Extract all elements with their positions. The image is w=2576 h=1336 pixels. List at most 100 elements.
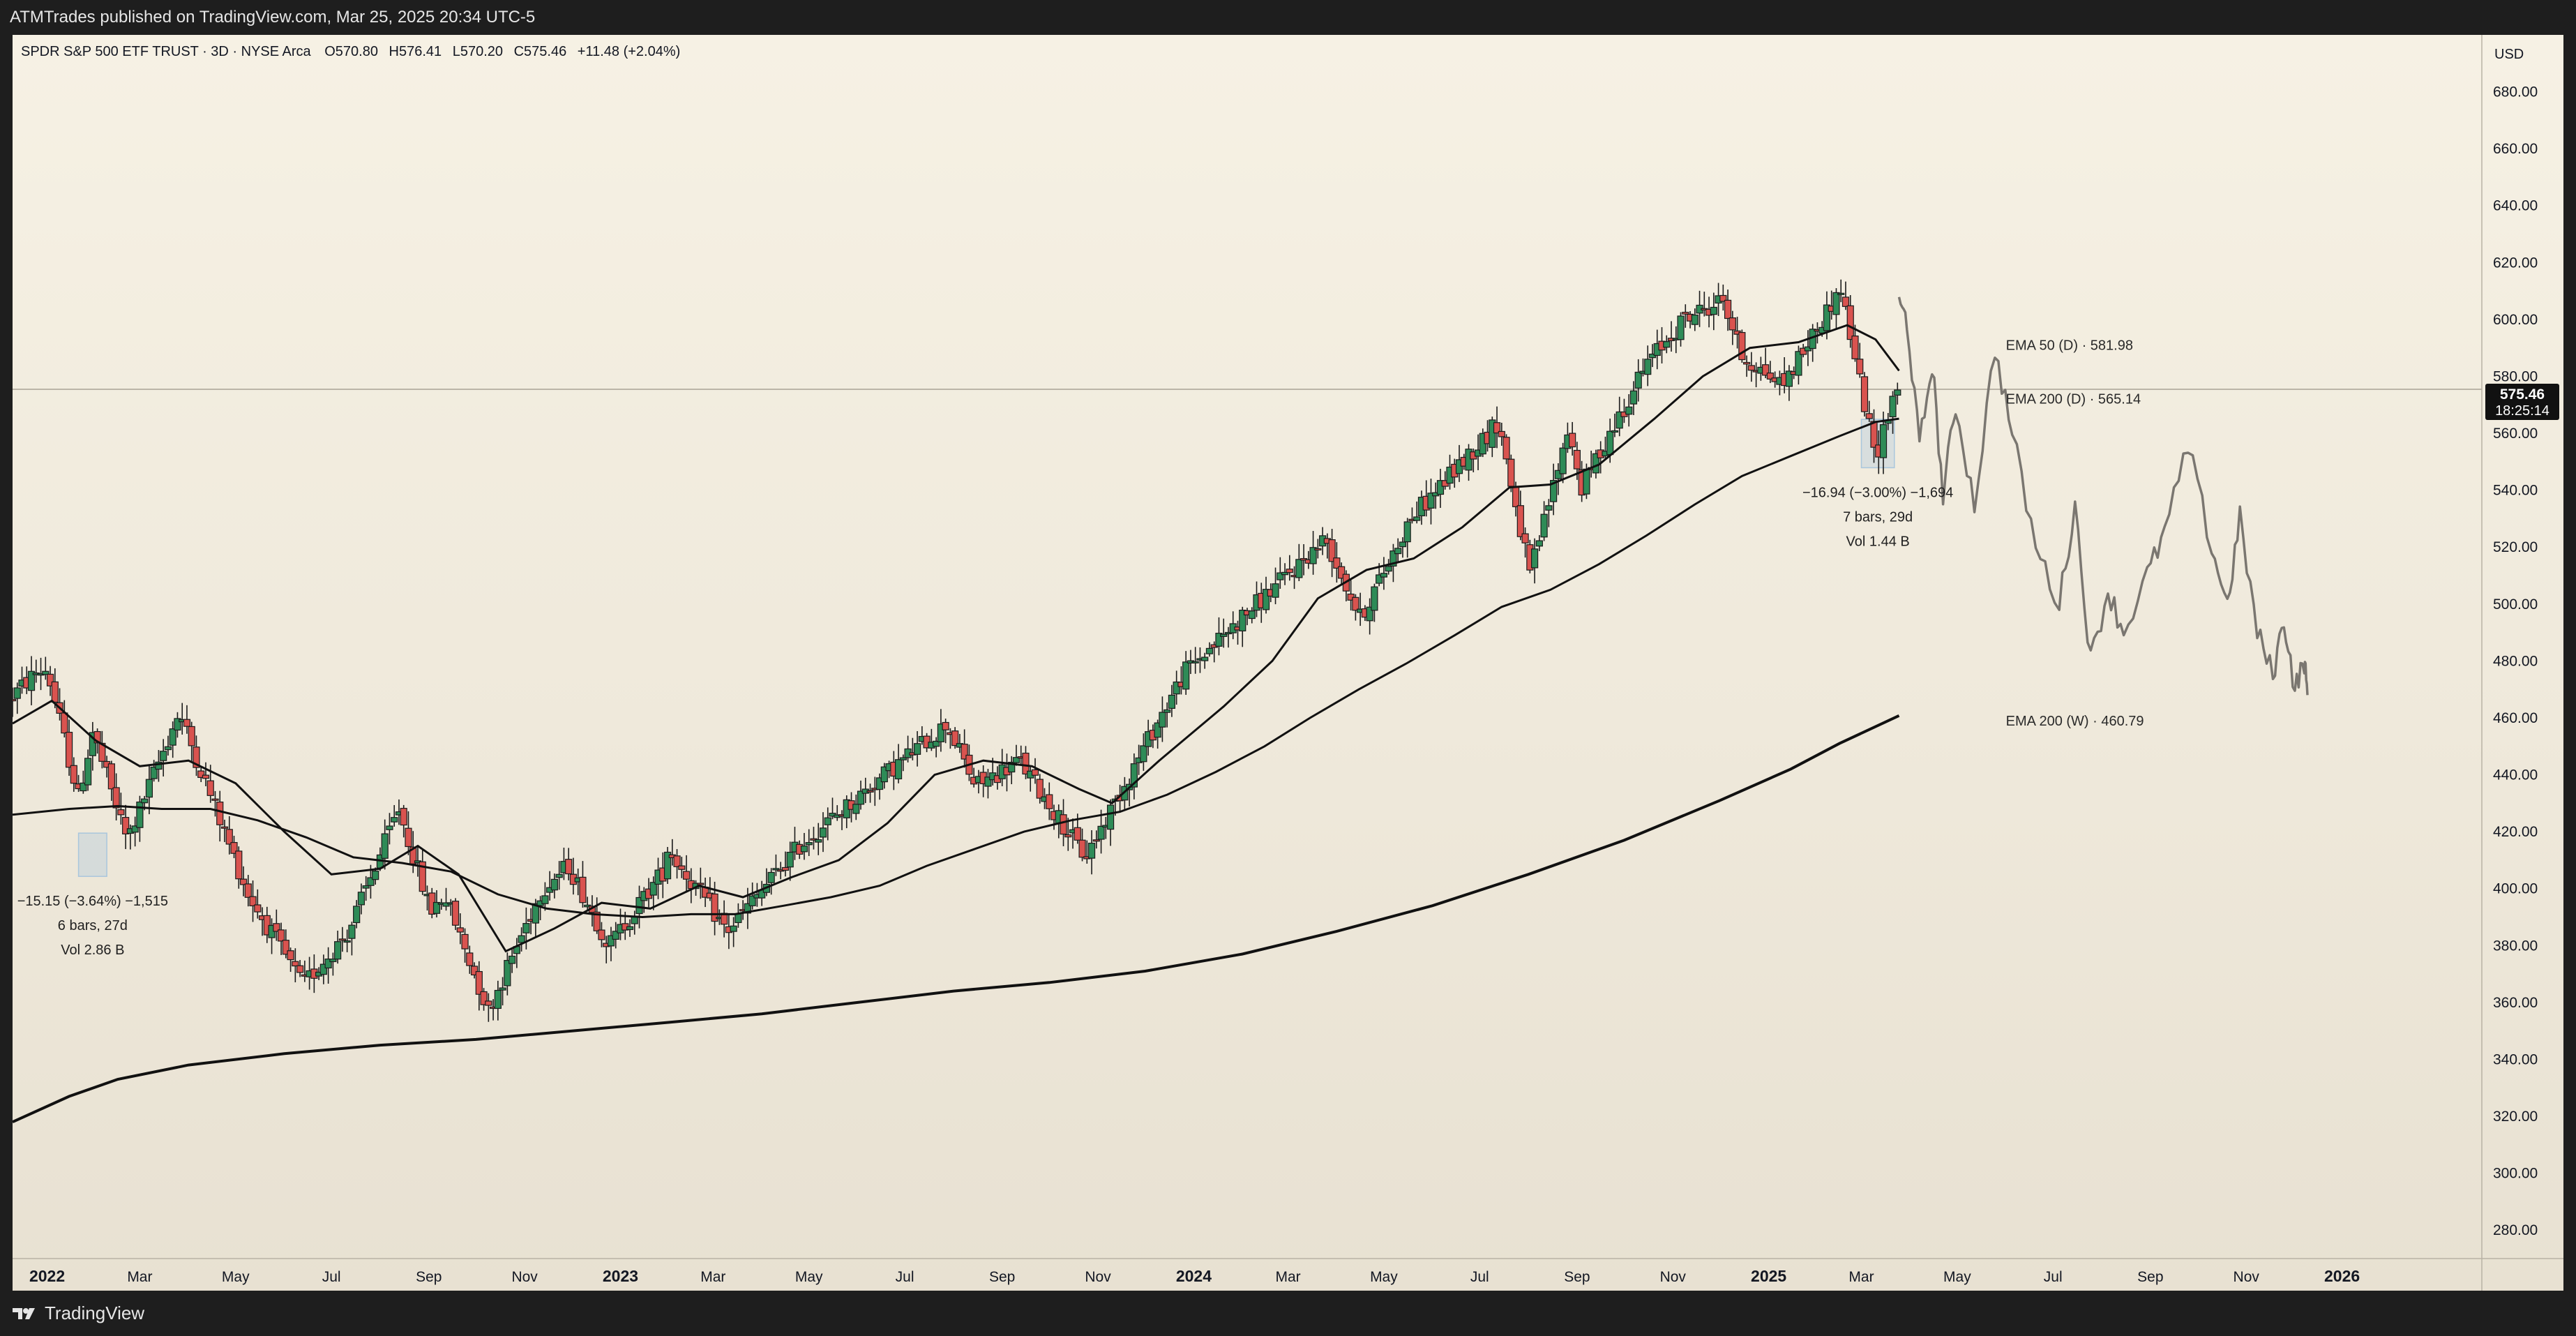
candle-up <box>1272 583 1279 598</box>
measure-box <box>1860 419 1895 469</box>
candle-down <box>1064 834 1072 838</box>
candle-up <box>150 766 158 779</box>
candle-down <box>682 871 691 880</box>
candle-up <box>145 779 153 798</box>
candle-down <box>579 876 587 903</box>
candle-up <box>1606 430 1614 456</box>
candle-down <box>249 896 257 907</box>
time-tick-label: Mar <box>1848 1269 1874 1285</box>
candle-up <box>1489 419 1496 448</box>
footer-bar: TradingView <box>0 1291 2576 1336</box>
candle-up <box>1455 459 1463 474</box>
candle-up <box>324 959 332 969</box>
candle-down <box>461 933 469 950</box>
candle-up <box>1097 825 1105 840</box>
candle-down <box>1870 421 1878 448</box>
candle-down <box>565 859 573 875</box>
candle-up <box>1140 745 1147 763</box>
candle-down <box>61 712 68 734</box>
candle-up <box>1785 370 1793 387</box>
candle-down <box>419 861 426 892</box>
candle-up <box>1371 586 1378 611</box>
candle-down <box>46 673 54 686</box>
measure-label-3: Vol 2.86 B <box>61 943 124 958</box>
candle-up <box>1832 292 1840 315</box>
candle-down <box>1846 305 1854 340</box>
candle-up <box>805 842 813 846</box>
candle-down <box>1521 533 1529 543</box>
chart-pane[interactable]: EMA 50 (D) · 581.98 EMA 200 (D) · 565.14 E… <box>13 35 2563 1291</box>
candle-up <box>160 751 167 761</box>
candle-up <box>894 759 903 780</box>
candle-down <box>1286 569 1293 573</box>
candle-up <box>1008 761 1016 773</box>
currency-label: USD <box>2494 47 2524 62</box>
ohlc-change: +11.48 (+2.04%) <box>578 44 681 59</box>
time-tick-label: Nov <box>1660 1269 1687 1285</box>
candle-down <box>951 730 959 746</box>
tradingview-logo-icon[interactable] <box>13 1307 38 1321</box>
time-tick-label: Mar <box>127 1269 152 1285</box>
time-tick-label: Mar <box>700 1269 725 1285</box>
candle-down <box>216 802 224 825</box>
candle-down <box>942 721 949 730</box>
last-price-tag: 575.46 18:25:14 <box>2485 384 2559 420</box>
price-tick-label: 320.00 <box>2493 1109 2538 1125</box>
price-tick-label: 580.00 <box>2493 368 2538 384</box>
candle-down <box>206 780 214 796</box>
candle-down <box>1800 347 1807 355</box>
candle-down <box>117 809 125 816</box>
candle-up <box>933 740 940 747</box>
candle-down <box>1762 364 1770 376</box>
candle-up <box>27 670 36 691</box>
candle-down <box>1865 413 1873 419</box>
price-tick-label: 600.00 <box>2493 312 2538 328</box>
candle-up <box>348 924 356 939</box>
candle-up <box>1399 541 1407 548</box>
candle-down <box>1851 336 1859 359</box>
price-tick-label: 660.00 <box>2493 141 2538 157</box>
candle-up <box>852 804 860 814</box>
candle-up <box>367 877 375 886</box>
candle-up <box>1795 351 1802 376</box>
candle-down <box>1493 422 1501 434</box>
price-tick-label: 540.00 <box>2493 483 2538 499</box>
candle-up <box>1012 757 1020 763</box>
candle-up <box>131 825 139 833</box>
ema-50-daily-label: EMA 50 (D) · 581.98 <box>2006 338 2133 353</box>
candle-up <box>815 839 822 843</box>
brand-name[interactable]: TradingView <box>45 1303 145 1323</box>
candle-down <box>400 808 407 826</box>
candle-up <box>319 963 327 975</box>
candle-up <box>937 723 944 742</box>
candle-up <box>1159 712 1166 728</box>
candle-down <box>1766 373 1774 380</box>
candle-down <box>1074 827 1081 841</box>
candle-down <box>1036 779 1044 799</box>
candle-up <box>442 902 450 907</box>
candle-down <box>65 732 73 768</box>
candle-up <box>353 906 361 924</box>
candle-up <box>432 901 441 914</box>
candle-up <box>1625 406 1633 415</box>
candle-up <box>635 896 643 915</box>
candle-up <box>824 817 831 825</box>
candle-down <box>244 883 252 898</box>
candle-up <box>607 935 615 947</box>
candle-up <box>1554 470 1562 479</box>
candle-up <box>1366 606 1373 622</box>
candle-up <box>357 892 366 906</box>
candle-up <box>1611 430 1619 433</box>
candle-down <box>593 911 601 931</box>
candle-up <box>169 728 176 746</box>
candle-up <box>1163 709 1171 713</box>
candle-down <box>273 923 280 932</box>
candle-up <box>1376 574 1383 584</box>
candle-up <box>1530 548 1539 569</box>
time-tick-label: Jul <box>896 1269 914 1285</box>
candle-down <box>197 770 205 779</box>
candle-down <box>1328 539 1336 562</box>
candle-up <box>1629 390 1638 405</box>
price-chart[interactable]: EMA 50 (D) · 581.98 EMA 200 (D) · 565.14 E… <box>13 35 2563 1291</box>
candle-up <box>1295 559 1303 578</box>
